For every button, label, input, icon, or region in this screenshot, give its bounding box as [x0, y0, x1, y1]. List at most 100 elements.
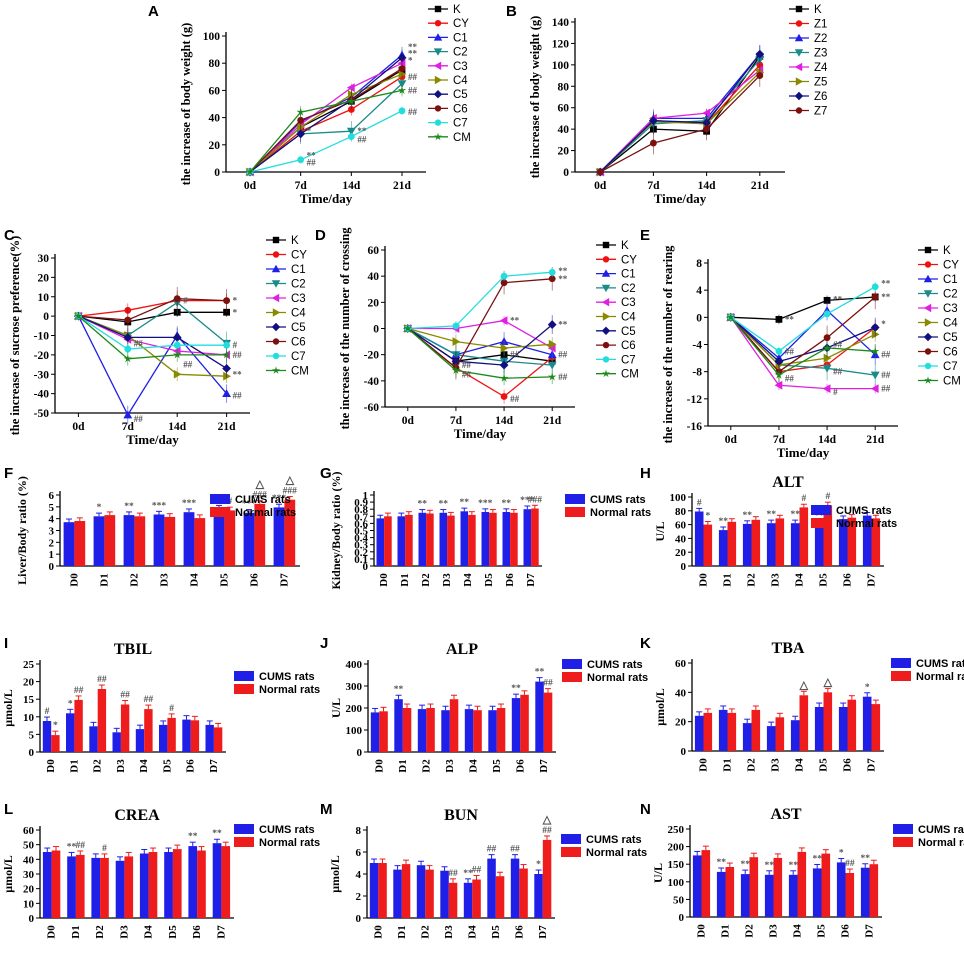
legend-label: Normal rats: [586, 847, 647, 859]
panel-letter-A: A: [148, 3, 159, 20]
legend-marker-C6: [602, 341, 610, 349]
x-axis-title: Time/day: [777, 445, 830, 460]
bar-cums: [115, 860, 125, 918]
data-point-CM: [726, 312, 735, 321]
bar-normal: [703, 712, 713, 751]
y-tick-label: 20: [23, 677, 35, 689]
series-line-C3: [249, 62, 403, 173]
data-point-CM: [74, 311, 83, 320]
y-tick-label: 1: [363, 490, 369, 502]
legend-label: CUMS rats: [916, 658, 964, 670]
legend-label: Normal rats: [587, 672, 648, 684]
bar-cums: [502, 512, 511, 566]
bar-normal: [425, 869, 434, 918]
bar-normal: [104, 515, 116, 566]
bar-cums: [788, 874, 798, 917]
y-tick-label: 120: [552, 38, 570, 50]
y-axis-title: the increase of body weight (g): [528, 16, 542, 179]
bar-normal: [799, 507, 809, 566]
bar-cums: [164, 852, 173, 918]
bar-cums: [205, 724, 214, 752]
bar-cums: [718, 709, 728, 751]
significance-mark: **: [766, 510, 776, 520]
legend-label: C3: [943, 303, 958, 315]
legend-marker-K: [602, 241, 610, 249]
legend-swatch-cums: [811, 505, 831, 515]
data-point-C7: [823, 310, 831, 318]
bar-cums: [487, 858, 496, 918]
x-tick-label: D2: [419, 925, 431, 939]
bar-cums: [153, 514, 165, 566]
x-axis-title: Time/day: [300, 191, 353, 206]
significance-mark: ##: [408, 72, 418, 82]
bar-cums: [692, 855, 702, 917]
data-point-C5: [397, 53, 407, 63]
bar-cums: [464, 709, 474, 752]
x-tick-label: 14d: [818, 434, 837, 446]
y-tick-label: 0.3: [354, 540, 368, 552]
x-tick-label: D1: [68, 759, 80, 772]
data-point-C6: [398, 65, 406, 73]
panel-letter-L: L: [4, 801, 13, 818]
x-tick-label: D7: [279, 573, 291, 587]
x-tick-label: 21d: [218, 421, 237, 433]
series-line-C2: [730, 316, 876, 376]
y-tick-label: 0.6: [354, 518, 368, 530]
x-tick-label: 7d: [647, 180, 660, 192]
bar-cums: [182, 719, 191, 752]
significance-mark: ##: [881, 384, 891, 394]
y-axis-title: Liver/Body ratio (%): [15, 476, 29, 585]
data-point-CM: [822, 343, 832, 352]
x-tick-label: D7: [537, 925, 549, 939]
y-tick-label: 0.8: [354, 504, 368, 516]
legend-marker-K: [434, 5, 442, 13]
bar-cums: [439, 512, 448, 567]
legend-marker-K: [272, 236, 280, 244]
y-tick-label: -50: [34, 408, 50, 420]
significance-mark: **: [460, 498, 470, 508]
legend-label: C7: [621, 354, 636, 366]
y-tick-label: 0: [43, 311, 49, 323]
y-tick-label: 15: [23, 694, 35, 706]
panel-K: 0 20 40 60 D0 D1 D2 D3 D4 D5 D6 D7 △ △ * TBA μmol/L CUMS …: [653, 640, 964, 772]
significance-mark: **: [881, 278, 891, 288]
x-tick-label: D2: [420, 573, 432, 587]
y-tick-label: -16: [687, 421, 703, 433]
x-tick-label: 0d: [244, 180, 257, 192]
bar-cums: [814, 524, 824, 566]
bar-normal: [148, 852, 158, 918]
legend-swatch-normal: [562, 672, 582, 682]
legend-label: K: [814, 4, 822, 16]
legend-marker-CM: [272, 366, 280, 374]
series-line-C7: [730, 286, 876, 353]
x-tick-label: 14d: [342, 180, 361, 192]
legend-label: C6: [943, 347, 958, 359]
significance-mark: ##: [233, 391, 243, 401]
significance-mark: ##: [881, 350, 891, 360]
panel-title: BUN: [444, 807, 478, 824]
significance-mark: ##: [558, 350, 568, 360]
bar-cums: [764, 874, 774, 917]
legend-label: Normal rats: [259, 837, 320, 849]
bar-cums: [534, 874, 543, 918]
y-tick-label: 6: [356, 847, 362, 859]
y-tick-label: 20: [209, 140, 221, 152]
series-line-Z7: [599, 75, 761, 173]
data-point-CM: [296, 107, 305, 116]
significance-mark: ##: [357, 134, 367, 144]
bar-cums: [89, 726, 98, 752]
y-tick-label: 0: [681, 561, 687, 573]
y-tick-label: -4: [692, 340, 702, 352]
bar-normal: [773, 857, 783, 917]
legend-marker-CY: [602, 256, 610, 263]
legend-marker-C2: [923, 290, 933, 298]
legend-marker-C1: [601, 269, 611, 277]
legend-label: Normal rats: [590, 507, 651, 519]
legend-label: K: [291, 235, 299, 247]
bar-normal: [496, 708, 506, 752]
bar-cums: [790, 523, 800, 566]
x-tick-label: 21d: [393, 180, 412, 192]
legend-marker-C6: [924, 348, 932, 355]
bar-cums: [63, 522, 75, 566]
bar-normal: [823, 505, 833, 566]
